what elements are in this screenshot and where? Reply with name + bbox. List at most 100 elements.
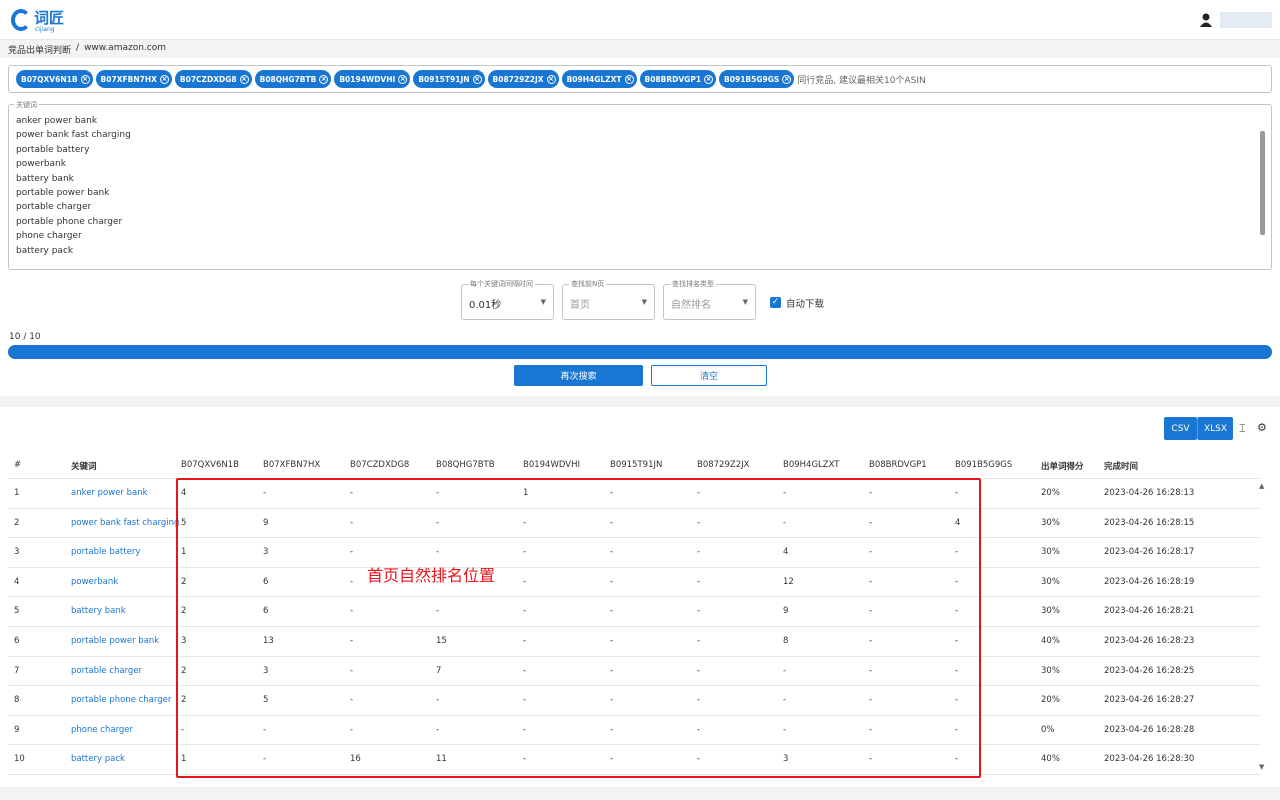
table-header: # (14, 460, 22, 470)
asin-tag-remove[interactable]: × (319, 74, 329, 84)
option-select[interactable]: 查找排名类型 自然排名 ▼ (663, 279, 756, 320)
row-line (8, 626, 1260, 627)
table-cell: 1 (523, 488, 529, 498)
asin-tag-remove[interactable]: × (704, 74, 714, 84)
table-cell: 16 (350, 754, 361, 765)
table-cell: - (610, 754, 614, 765)
table-header: 完成时间 (1104, 462, 1139, 472)
table-scroll-down: ▼ (1259, 763, 1265, 771)
keyword-link[interactable]: anker power bank (71, 488, 148, 498)
asin-tag-text: B091B5G9GS (724, 74, 780, 84)
table-header: B091B5G9GS (955, 460, 1013, 470)
table-cell: 2023-04-26 16:28:27 (1104, 695, 1195, 706)
table-cell: 10 (14, 754, 25, 765)
column-icon[interactable]: ⌶ (1239, 422, 1246, 435)
row-line (8, 655, 1260, 657)
table-cell: 20% (1041, 695, 1060, 706)
asin-tag-remove[interactable]: × (239, 74, 249, 84)
table-cell: 11 (436, 754, 447, 765)
breadcrumb-item[interactable]: 竞品出单词判断 (8, 46, 72, 56)
table-cell: 2023-04-26 16:28:25 (1104, 665, 1195, 676)
row-line (8, 774, 1260, 775)
option-label: 查找排名类型 (670, 279, 716, 289)
keyword-link[interactable]: battery bank (71, 606, 126, 617)
asin-tag-text: B08BRDVGP1 (644, 74, 702, 84)
table-cell: - (436, 695, 440, 706)
table-cell: - (523, 547, 527, 558)
keyword-line: power bank fast charging (16, 130, 131, 141)
keyword-link[interactable]: power bank fast charging (71, 517, 180, 528)
asin-tag-remove[interactable]: × (546, 74, 556, 84)
table-cell: - (523, 754, 527, 765)
table-cell: - (610, 636, 614, 646)
row-line (8, 566, 1260, 568)
table-cell: - (697, 576, 701, 587)
keyword-line: phone charger (16, 231, 82, 242)
table-cell: 30% (1041, 517, 1060, 528)
auto-download-label: 自动下载 (786, 299, 825, 310)
asin-tag: B08BRDVGP1 × (639, 70, 717, 88)
keyword-link[interactable]: portable charger (71, 665, 143, 676)
table-cell: - (783, 517, 787, 528)
table-cell: 2023-04-26 16:28:28 (1104, 724, 1195, 735)
asin-tag: B08QHG7BTB × (254, 70, 332, 88)
table-cell: - (523, 576, 527, 587)
table-header: B08729Z2JX (697, 460, 750, 470)
table-cell: 6 (14, 636, 20, 646)
table-cell: - (955, 695, 959, 706)
table-cell: - (610, 576, 614, 587)
table-cell: - (869, 517, 873, 528)
asin-tag: B07XFBN7HX × (95, 70, 172, 88)
keyword-link[interactable]: portable phone charger (71, 695, 172, 706)
table-cell: - (869, 754, 873, 765)
table-cell: 40% (1041, 636, 1060, 646)
table-header: B07CZDXDG8 (350, 460, 410, 470)
keywords-textarea: 关键词 anker power bank power bank fast charg… (8, 100, 1272, 270)
asin-tag-text: B09H4GLZXT (566, 74, 622, 84)
table-cell: - (697, 636, 701, 646)
table-cell: 4 (955, 517, 961, 528)
table-cell: 2023-04-26 16:28:17 (1104, 547, 1195, 558)
option-select[interactable]: 查找前N页 首页 ▼ (562, 279, 655, 320)
asin-tag-remove[interactable]: × (159, 74, 169, 84)
auto-download-checkbox[interactable]: ✓ (770, 297, 781, 308)
table-cell: - (610, 724, 614, 735)
table-cell: 2023-04-26 16:28:30 (1104, 754, 1195, 765)
asin-tag-remove[interactable]: × (782, 74, 792, 84)
table-cell: 0% (1041, 724, 1055, 735)
table-cell: 2 (14, 517, 20, 528)
row-line (8, 596, 1260, 598)
settings-icon[interactable]: ⚙ (1257, 421, 1267, 434)
table-cell: 5 (263, 695, 269, 706)
asin-tag-remove[interactable]: × (398, 74, 408, 84)
csv-button[interactable]: CSV (1164, 417, 1197, 440)
table-cell: - (610, 488, 614, 498)
keyword-link[interactable]: portable power bank (71, 636, 160, 646)
search-button[interactable]: 再次搜索 (514, 365, 643, 386)
table-cell: - (955, 636, 959, 646)
table-cell: 6 (263, 606, 269, 617)
table-cell: - (697, 547, 701, 558)
asin-tag-remove[interactable]: × (80, 74, 90, 84)
xlsx-button[interactable]: XLSX (1197, 417, 1233, 440)
keyword-link[interactable]: phone charger (71, 724, 134, 735)
table-cell: 6 (263, 576, 269, 587)
table-cell: 2023-04-26 16:28:23 (1104, 636, 1195, 646)
keyword-link[interactable]: battery pack (71, 754, 125, 765)
row-line (8, 685, 1260, 687)
table-cell: 2 (181, 665, 187, 676)
logo-text: 词匠 (34, 9, 65, 27)
table-cell: - (610, 547, 614, 558)
asin-tag-remove[interactable]: × (472, 74, 482, 84)
asin-tag: B091B5G9GS × (719, 70, 795, 88)
clear-button[interactable]: 清空 (651, 365, 767, 386)
table-cell: - (436, 576, 440, 587)
asin-tag-remove[interactable]: × (624, 74, 634, 84)
option-value: 首页 (570, 300, 590, 311)
table-cell: - (955, 547, 959, 558)
option-select[interactable]: 每个关键词间隔时间 0.01秒 ▼ (461, 279, 554, 320)
table-cell: - (350, 665, 354, 676)
keyword-link[interactable]: powerbank (71, 576, 119, 587)
table-cell: - (955, 606, 959, 617)
keyword-link[interactable]: portable battery (71, 547, 141, 558)
